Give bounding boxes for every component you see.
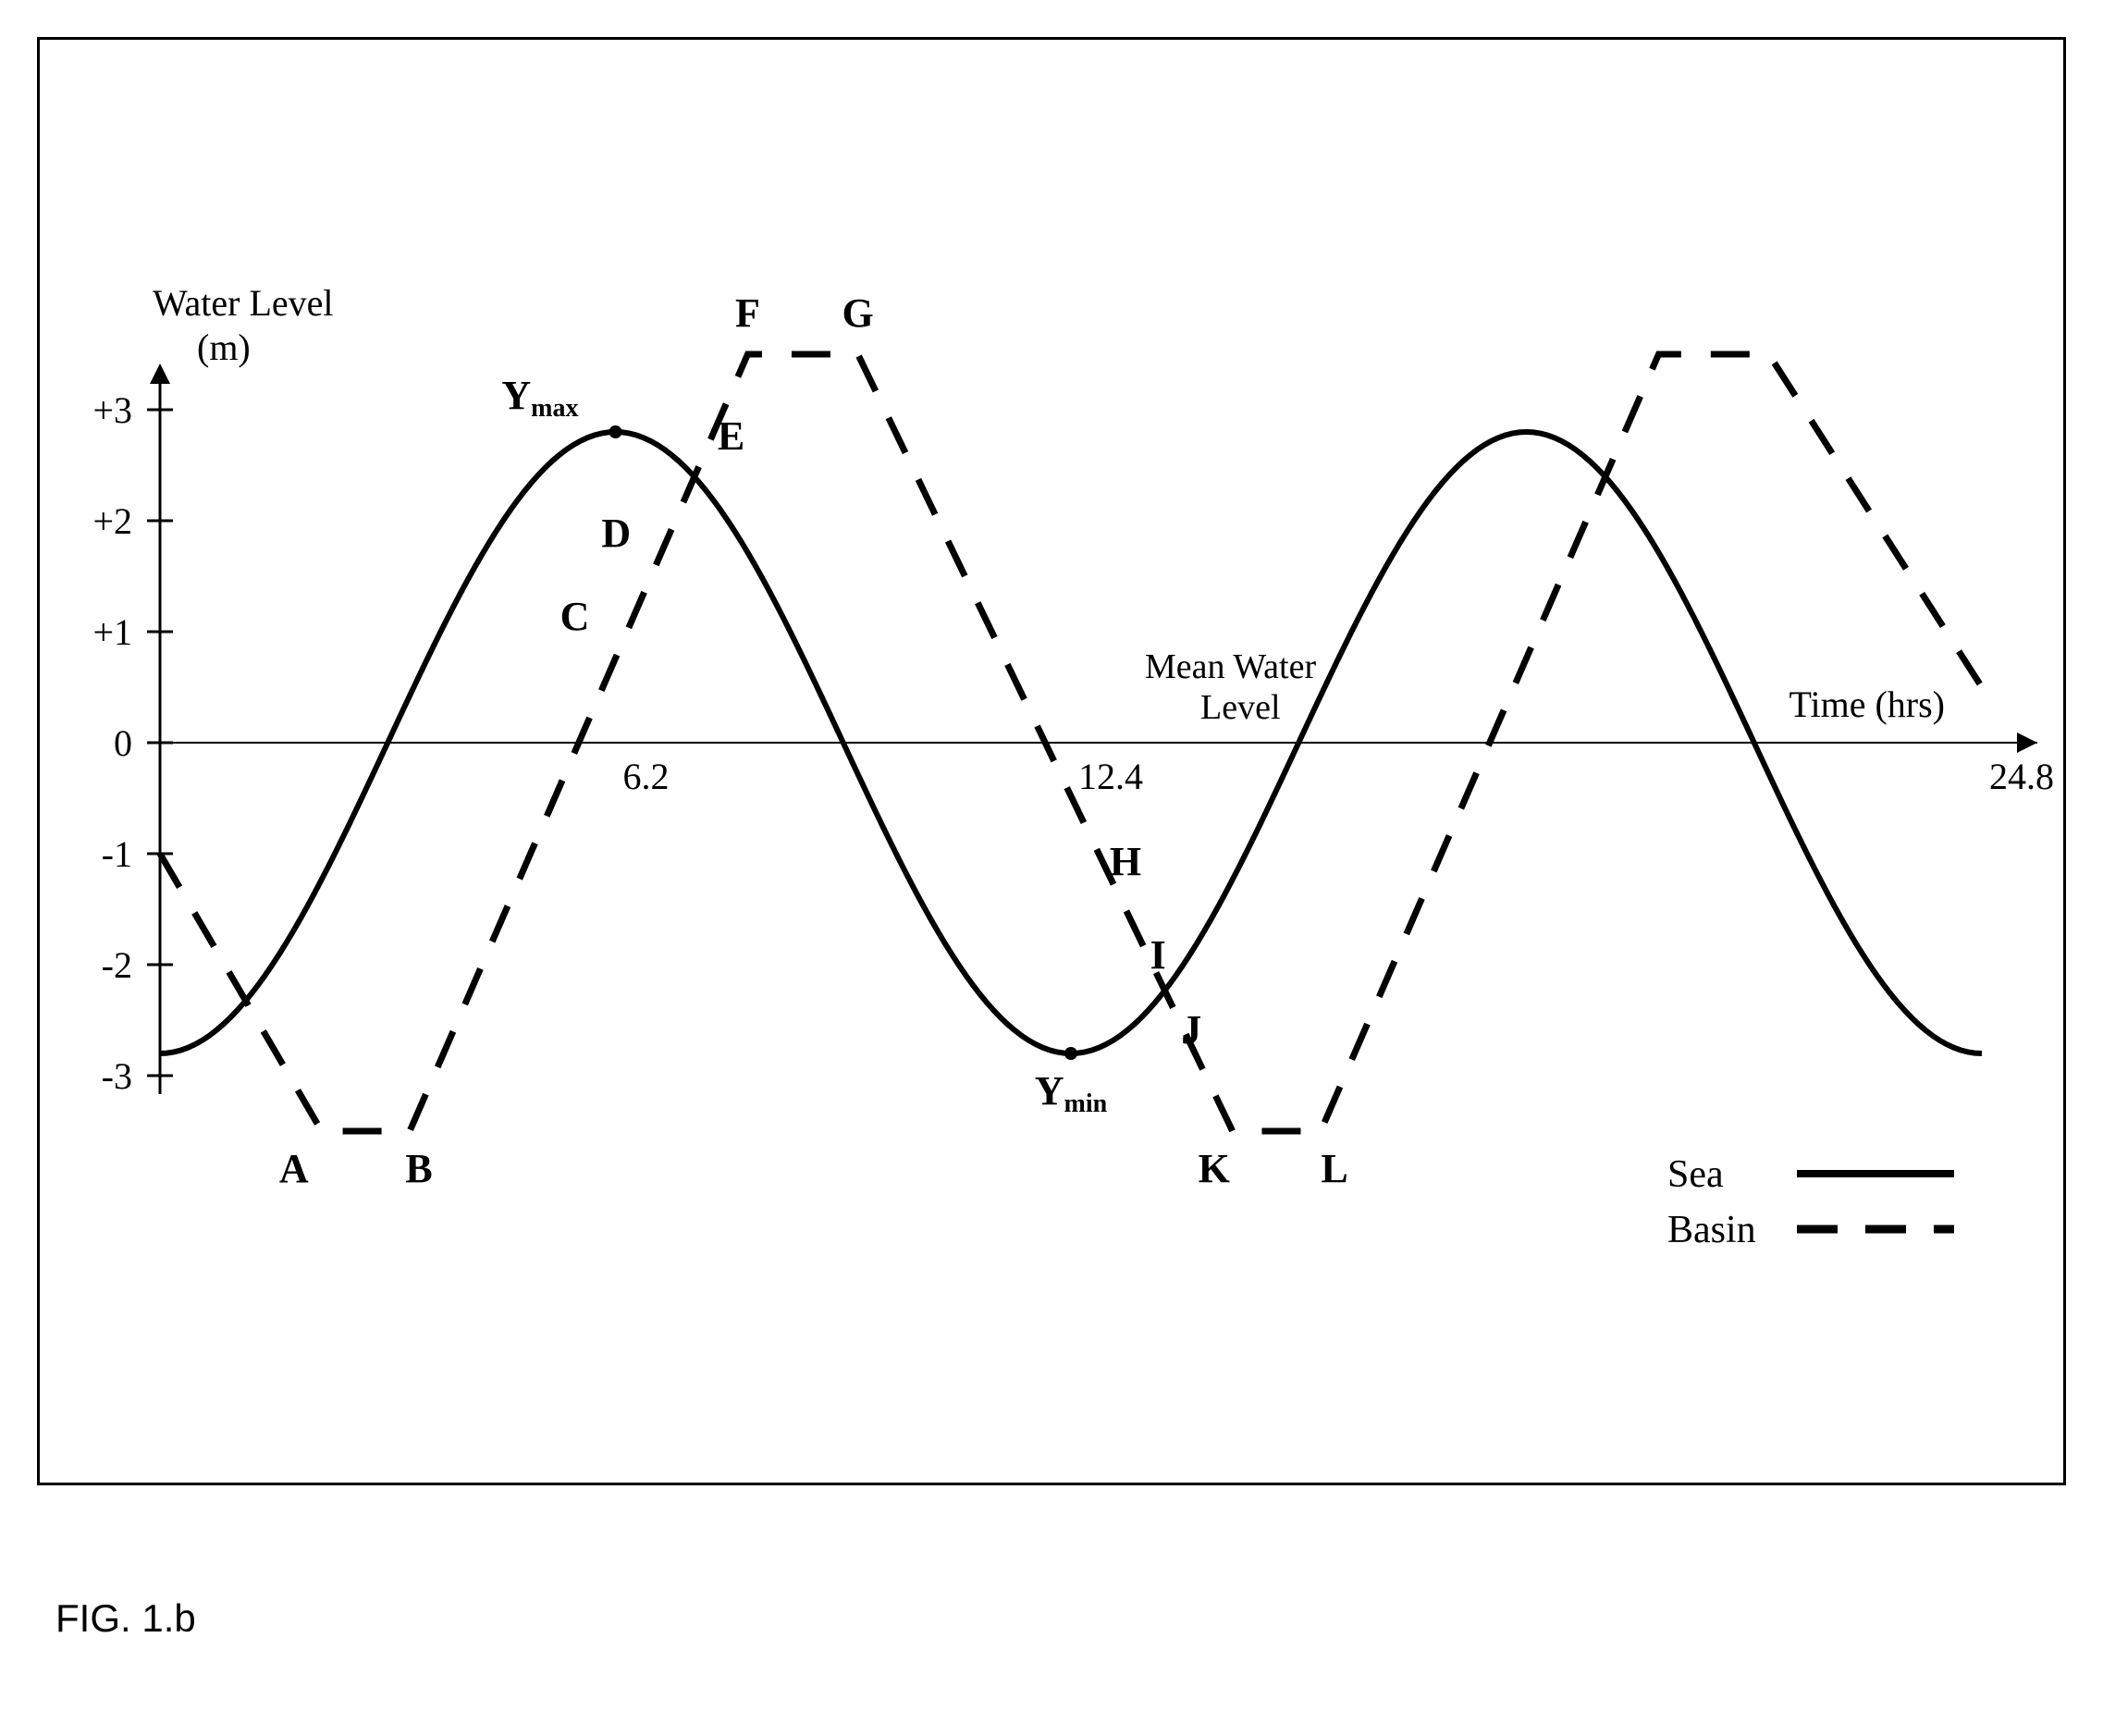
point-label: G xyxy=(842,290,874,336)
svg-text:Ymax: Ymax xyxy=(501,373,578,423)
y-axis-arrow xyxy=(150,363,170,384)
point-label: E xyxy=(718,413,744,459)
chart-svg: Water Level(m) Time (hrs) Mean WaterLevel +… xyxy=(40,40,2063,1483)
x-axis-title: Time (hrs) xyxy=(1789,683,1945,725)
x-tick-label: 24.8 xyxy=(1989,756,2054,797)
figure: Water Level(m) Time (hrs) Mean WaterLevel +… xyxy=(37,37,2066,1641)
y-tick-label: +2 xyxy=(92,500,132,542)
point-label: K xyxy=(1199,1146,1230,1191)
y-tick-label: 0 xyxy=(114,722,132,764)
chart-frame: Water Level(m) Time (hrs) Mean WaterLevel +… xyxy=(37,37,2066,1485)
point-label: J xyxy=(1181,1007,1201,1053)
svg-text:Ymin: Ymin xyxy=(1035,1068,1108,1118)
y-tick-label: +1 xyxy=(92,611,132,653)
legend: Sea Basin xyxy=(1667,1153,1954,1251)
legend-label: Sea xyxy=(1667,1153,1724,1196)
mean-label-2: Level xyxy=(1200,688,1281,727)
y-tick-label: -2 xyxy=(102,944,132,986)
y-axis-unit: (m) xyxy=(197,326,251,368)
ymin-dot xyxy=(1064,1047,1077,1060)
point-label: D xyxy=(601,511,631,556)
point-label: C xyxy=(560,594,590,639)
mean-label: Mean Water xyxy=(1145,647,1316,686)
point-label: B xyxy=(405,1146,432,1191)
legend-label: Basin xyxy=(1667,1209,1756,1251)
extremum-label: Ymax xyxy=(501,373,578,423)
extremum-label: Ymin xyxy=(1035,1068,1108,1118)
point-label: H xyxy=(1110,839,1141,884)
x-tick-label: 12.4 xyxy=(1078,756,1143,797)
point-label: I xyxy=(1150,932,1166,978)
point-label: F xyxy=(735,290,760,336)
y-tick-label: -3 xyxy=(102,1055,132,1097)
ymax-dot xyxy=(609,425,622,438)
point-label: L xyxy=(1321,1146,1347,1191)
figure-caption: FIG. 1.b xyxy=(55,1596,2066,1641)
y-tick-label: -1 xyxy=(102,833,132,875)
y-axis-title: Water Level xyxy=(153,282,334,324)
x-tick-label: 6.2 xyxy=(623,756,670,797)
point-label: A xyxy=(279,1146,309,1191)
x-axis-arrow xyxy=(2017,733,2037,753)
y-tick-label: +3 xyxy=(92,389,132,431)
